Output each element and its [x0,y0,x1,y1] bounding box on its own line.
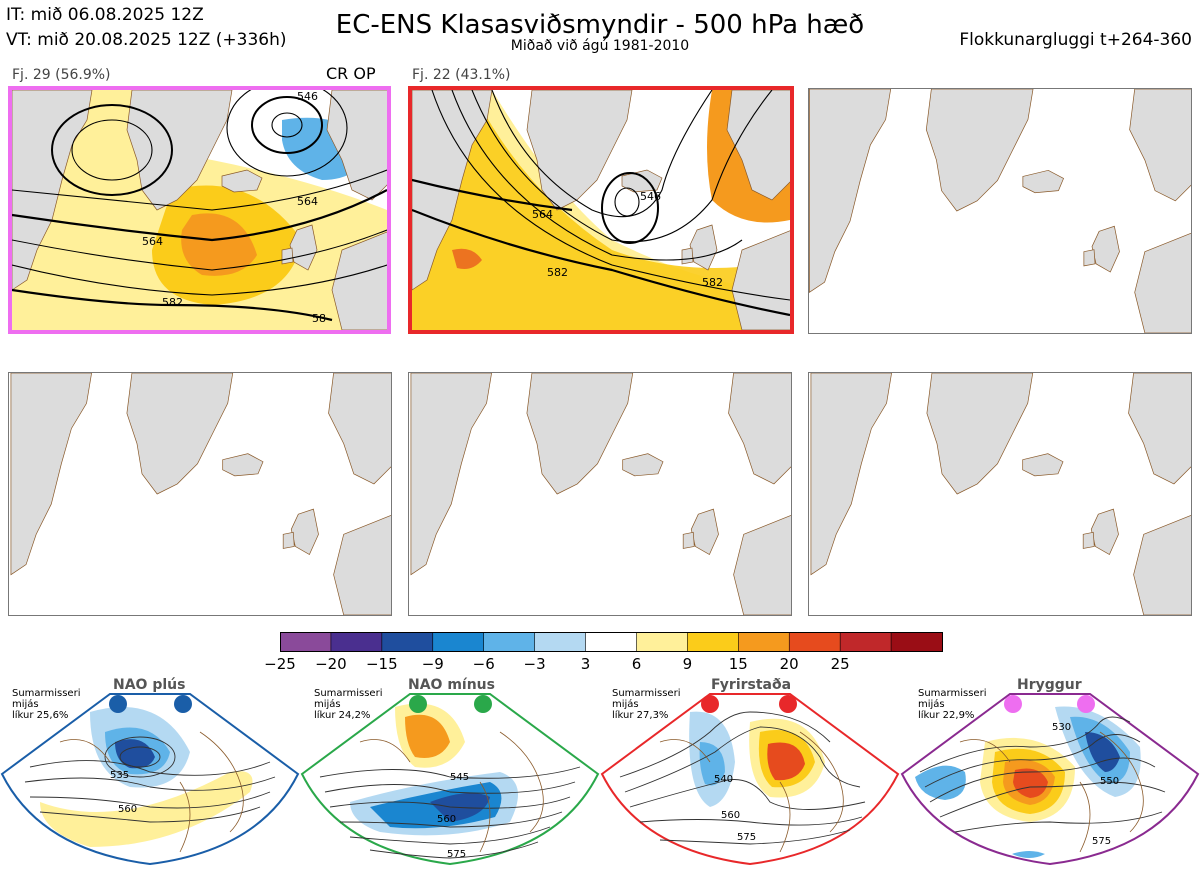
regime-map [600,693,900,866]
colorbar-tick-label: 3 [580,655,591,673]
colorbar-cell [788,632,841,652]
contour-label: 564 [142,235,163,248]
cluster-panel-1[interactable]: 546 564 564 582 58 [8,86,391,334]
regime-panel-ridge: Hryggur Sumarmisseri mijás líkur 22,9% 5… [900,672,1200,882]
colorbar-cell [381,632,434,652]
colorbar-cell [483,632,536,652]
contour-label: 582 [702,276,723,289]
regime-probability: líkur 22,9% [918,710,975,721]
cluster-panel-6 [808,372,1192,616]
colorbar-tick-label: 20 [779,655,799,673]
cluster-2-map [412,90,790,330]
colorbar-tick-label: 9 [682,655,693,673]
regime-panel-blocking: Fyrirstaða Sumarmisseri mijás líkur 27,3… [600,672,900,882]
regime-probability: líkur 24,2% [314,710,371,721]
cluster-1-label: Fj. 29 (56.9%) [12,67,111,83]
colorbar-tick-label: −15 [365,655,398,673]
contour-label: 582 [162,296,183,309]
regime-title: NAO plús [113,677,186,693]
empty-map [809,89,1191,333]
contour-label: 560 [437,814,457,825]
contour-label: 546 [297,90,318,103]
contour-label: 582 [547,266,568,279]
cluster-1-tag: CR OP [326,64,376,83]
regime-period: mijás [12,699,39,710]
contour-label: 535 [110,770,130,781]
cluster-panel-4 [8,372,392,616]
regime-probability: líkur 25,6% [12,710,69,721]
cluster-1-map [12,90,387,330]
empty-map [10,373,391,615]
colorbar-tick-label: 6 [631,655,642,673]
contour-label: 545 [450,772,470,783]
regime-season: Sumarmisseri [612,688,681,699]
regime-period: mijás [612,699,639,710]
colorbar-cell [890,632,943,652]
init-time: IT: mið 06.08.2025 12Z [6,5,204,25]
colorbar-cell [636,632,689,652]
cluster-panel-5 [408,372,792,616]
regime-title: Hryggur [1017,677,1082,693]
contour-label: 575 [1092,836,1112,847]
regime-season: Sumarmisseri [12,688,81,699]
regime-panel-nao-minus: NAO mínus Sumarmisseri mijás líkur 24,2%… [300,672,600,882]
colorbar-tick-label: 15 [728,655,748,673]
contour-label: 575 [447,849,467,860]
regime-map [900,693,1200,866]
cluster-2-label: Fj. 22 (43.1%) [412,67,511,83]
regime-probability: líkur 27,3% [612,710,669,721]
contour-label: 540 [714,774,734,785]
colorbar-cell [687,632,740,652]
regime-season: Sumarmisseri [314,688,383,699]
regime-title: NAO mínus [408,677,495,693]
colorbar-tick-label: −25 [264,655,296,673]
colorbar-cell [839,632,892,652]
colorbar-cell [432,632,485,652]
regime-period: mijás [918,699,945,710]
regime-season: Sumarmisseri [918,688,987,699]
colorbar-tick-label: −20 [315,655,347,673]
contour-label: 564 [532,208,553,221]
colorbar [280,632,943,652]
colorbar-cell [280,632,332,652]
contour-label: 575 [737,832,757,843]
cluster-panel-2[interactable]: 564 582 582 546 [408,86,794,334]
contour-label: 58 [312,312,326,325]
contour-label: 546 [640,190,661,203]
colorbar-cell [585,632,638,652]
colorbar-tick-label: −9 [421,655,444,673]
contour-label: 550 [1100,776,1120,787]
colorbar-tick-label: −6 [472,655,495,673]
contour-label: 564 [297,195,318,208]
regime-title: Fyrirstaða [711,677,792,693]
contour-label: 560 [721,810,741,821]
regime-map [300,693,600,866]
colorbar-tick-label: −3 [523,655,546,673]
colorbar-tick-label: 25 [830,655,850,673]
colorbar-cell [534,632,587,652]
empty-map [410,373,791,615]
classification-window: Flokkunargluggi t+264-360 [959,30,1192,50]
valid-time: VT: mið 20.08.2025 12Z (+336h) [6,30,287,50]
empty-map [810,373,1191,615]
colorbar-cell [330,632,383,652]
contour-label: 560 [118,804,138,815]
page-title: EC-ENS Klasasviðsmyndir - 500 hPa hæð [335,10,865,40]
cluster-panel-3 [808,88,1192,334]
page-subtitle: Miðað við ágú 1981-2010 [510,38,690,54]
colorbar-cell [738,632,791,652]
contour-label: 530 [1052,722,1072,733]
regime-map [0,693,300,866]
regime-period: mijás [314,699,341,710]
regime-panel-nao-plus: NAO plús Sumarmisseri mijás líkur 25,6% … [0,672,300,882]
